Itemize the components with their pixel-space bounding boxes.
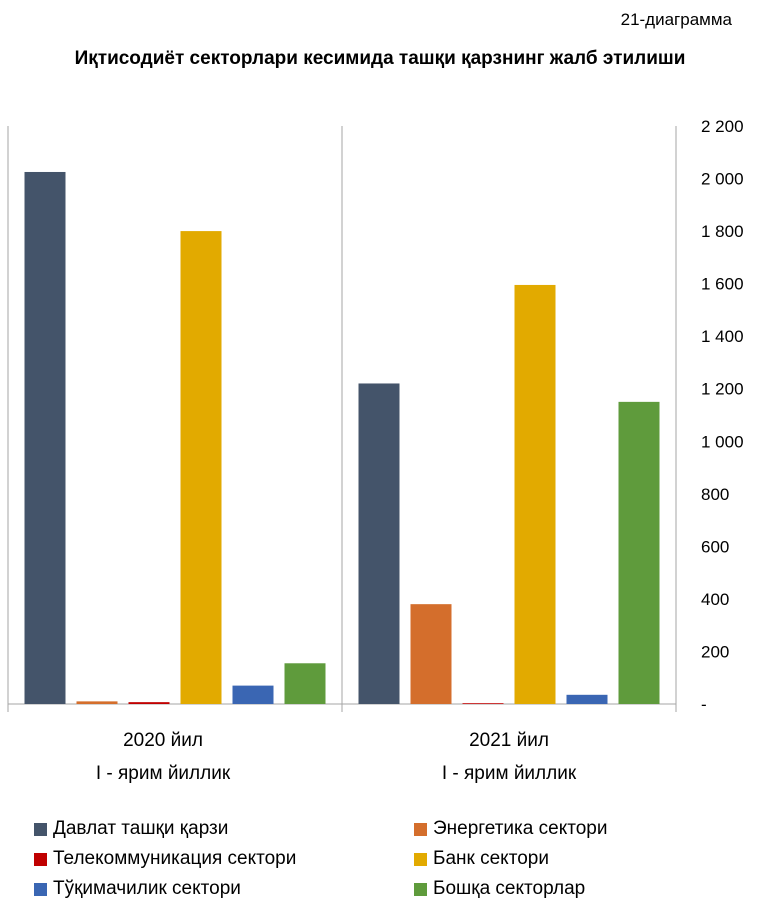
- chart-title: Иқтисодиёт секторлари кесимида ташқи қар…: [74, 48, 686, 69]
- bar: [76, 701, 118, 704]
- y-tick-label: 1 400: [701, 327, 744, 346]
- legend-swatch: [414, 882, 427, 896]
- diagram-number: 21-диаграмма: [620, 10, 732, 29]
- y-tick-label: 200: [701, 642, 729, 661]
- legend-label: Тўқимачилик сектори: [53, 878, 241, 899]
- legend-swatch: [414, 852, 427, 866]
- bar: [232, 685, 274, 704]
- bar: [24, 171, 66, 704]
- bar: [618, 401, 660, 704]
- legend-label: Телекоммуникация сектори: [53, 848, 297, 869]
- legend-item: Бошқа секторлар: [414, 878, 585, 900]
- bar: [128, 702, 170, 704]
- legend-label: Давлат ташқи қарзи: [53, 818, 229, 839]
- bar: [284, 663, 326, 704]
- y-tick-label: 600: [701, 537, 729, 556]
- legend-label: Энергетика сектори: [433, 818, 608, 839]
- y-tick-label: 1 000: [701, 432, 744, 451]
- bar: [566, 694, 608, 704]
- y-tick-label: 2 200: [701, 117, 744, 136]
- y-tick-label: 800: [701, 485, 729, 504]
- legend-item: Телекоммуникация сектори: [34, 848, 296, 870]
- x-category-label: I - ярим йиллик: [442, 763, 577, 784]
- y-tick-label: 400: [701, 590, 729, 609]
- legend-swatch: [34, 822, 47, 836]
- x-category-label: 2021 йил: [469, 730, 549, 751]
- bar: [410, 604, 452, 704]
- legend-item: Энергетика сектори: [414, 818, 607, 840]
- bar: [514, 284, 556, 704]
- legend-swatch: [34, 852, 47, 866]
- legend-item: Давлат ташқи қарзи: [34, 818, 228, 840]
- legend-item: Банк сектори: [414, 848, 549, 870]
- y-tick-label: -: [701, 695, 707, 714]
- bar: [180, 231, 222, 704]
- legend-swatch: [34, 882, 47, 896]
- x-category-label: I - ярим йиллик: [96, 763, 231, 784]
- y-tick-label: 2 000: [701, 170, 744, 189]
- bar-chart: - 200 400 600 800 1 000 1 200 1 400 1 600 1 800 2 …: [7, 117, 744, 784]
- legend-label: Банк сектори: [433, 848, 549, 869]
- legend-label: Бошқа секторлар: [433, 878, 586, 899]
- bar: [462, 703, 504, 704]
- legend-item: Тўқимачилик сектори: [34, 878, 241, 900]
- legend-swatch: [414, 822, 427, 836]
- y-tick-label: 1 600: [701, 275, 744, 294]
- y-tick-label: 1 800: [701, 222, 744, 241]
- x-category-label: 2020 йил: [123, 730, 203, 751]
- y-tick-label: 1 200: [701, 380, 744, 399]
- bar: [358, 383, 400, 704]
